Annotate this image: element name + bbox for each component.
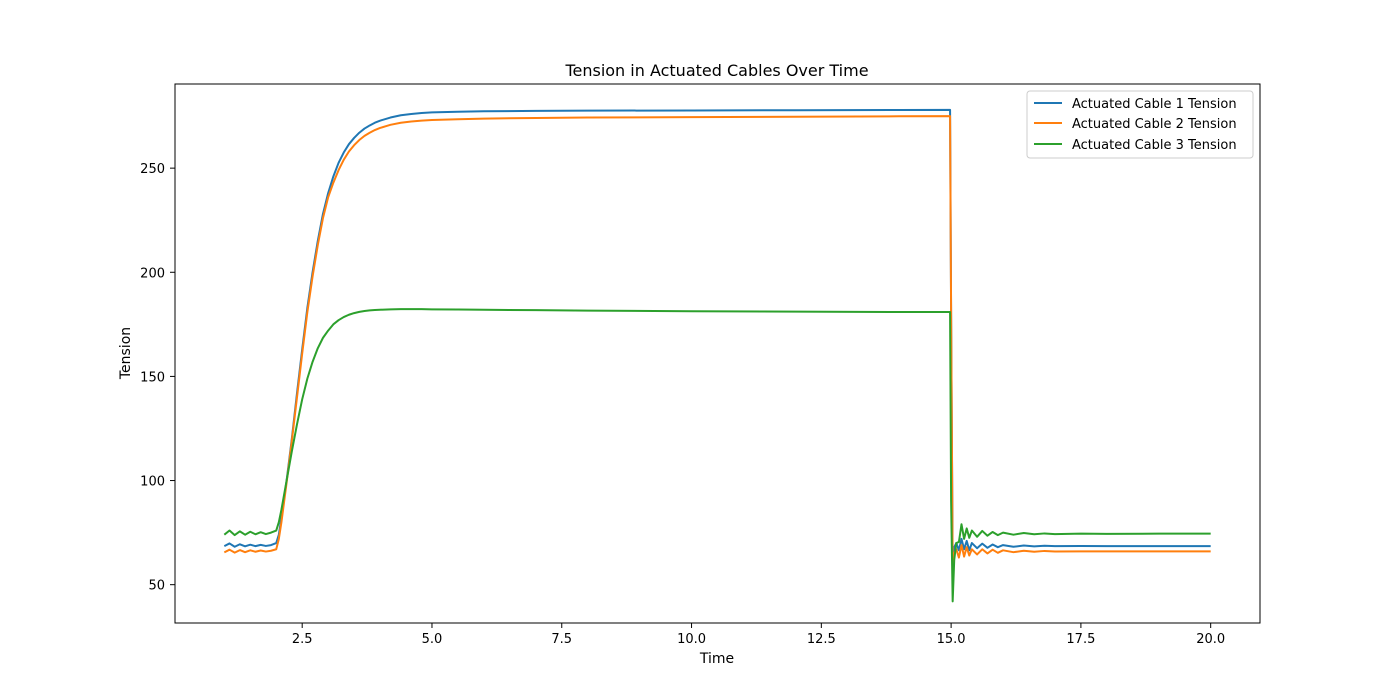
y-tick-label: 200 <box>140 266 165 281</box>
series-line-cable-3 <box>223 308 1211 603</box>
x-tick-label: 5.0 <box>422 632 443 647</box>
legend-label-cable-3: Actuated Cable 3 Tension <box>1072 138 1237 153</box>
x-axis: 2.5 5.0 7.5 10.0 12.5 15.0 17.5 20.0 <box>292 623 1225 647</box>
x-tick-label: 17.5 <box>1066 632 1095 647</box>
y-axis-label: Tension <box>118 327 134 380</box>
chart-title: Tension in Actuated Cables Over Time <box>564 61 868 80</box>
x-tick-label: 15.0 <box>937 632 966 647</box>
y-tick-label: 50 <box>148 579 165 594</box>
plot-frame <box>174 83 1261 624</box>
legend-label-cable-1: Actuated Cable 1 Tension <box>1072 97 1237 112</box>
x-axis-label: Time <box>699 651 734 667</box>
series-layer <box>223 108 1211 603</box>
y-axis: 50 100 150 200 250 <box>140 162 175 594</box>
x-tick-label: 12.5 <box>807 632 836 647</box>
x-tick-label: 7.5 <box>551 632 572 647</box>
y-tick-label: 150 <box>140 370 165 385</box>
y-tick-label: 250 <box>140 162 165 177</box>
x-tick-label: 2.5 <box>292 632 313 647</box>
legend-box <box>1026 90 1254 159</box>
x-tick-label: 20.0 <box>1196 632 1225 647</box>
legend-label-cable-2: Actuated Cable 2 Tension <box>1072 117 1237 132</box>
series-line-cable-2 <box>223 115 1211 570</box>
y-tick-label: 100 <box>140 475 165 490</box>
x-tick-label: 10.0 <box>677 632 706 647</box>
legend: Actuated Cable 1 Tension Actuated Cable … <box>1026 90 1254 159</box>
